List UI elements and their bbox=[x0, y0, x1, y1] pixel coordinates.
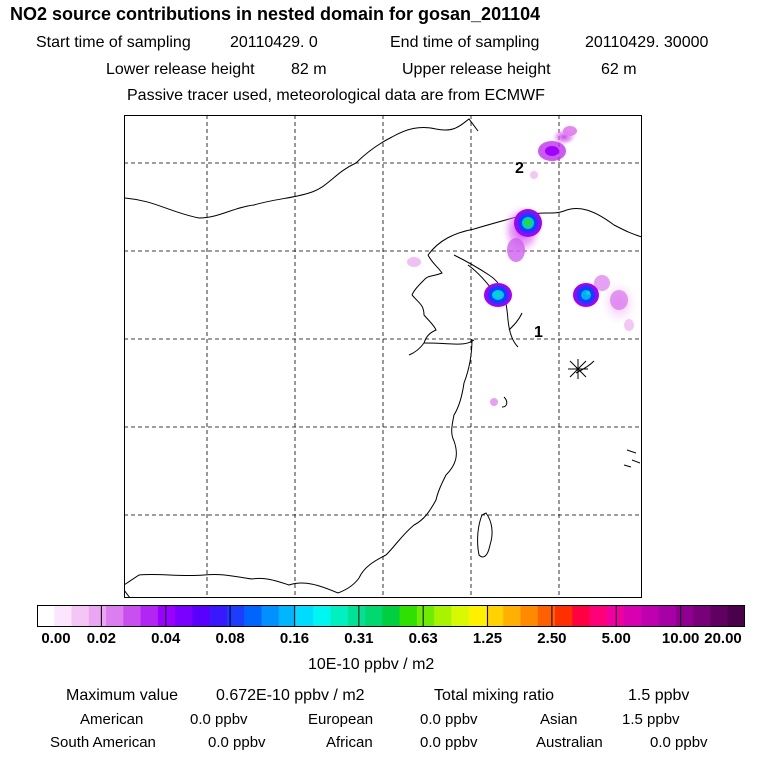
region-value-australian: 0.0 ppbv bbox=[650, 734, 708, 751]
region-label-1: 1 bbox=[534, 324, 543, 341]
color-scale-cell bbox=[451, 605, 470, 627]
color-scale-tick-label: 0.08 bbox=[215, 630, 245, 647]
color-scale-cell bbox=[37, 605, 55, 627]
color-scale-unit: 10E-10 ppbv / m2 bbox=[308, 656, 435, 673]
color-scale-tick-label: 20.00 bbox=[704, 630, 742, 647]
color-scale-cell bbox=[641, 605, 660, 627]
end-time-label: End time of sampling bbox=[390, 34, 540, 51]
color-scale-cell bbox=[347, 605, 366, 627]
lower-height-label: Lower release height bbox=[106, 61, 255, 78]
color-scale-cell bbox=[399, 605, 418, 627]
color-scale-cell bbox=[157, 605, 176, 627]
color-scale-cell bbox=[727, 605, 745, 627]
total-mixing-label: Total mixing ratio bbox=[434, 687, 555, 704]
color-scale-cell bbox=[140, 605, 159, 627]
color-scale-tick-label: 5.00 bbox=[601, 630, 631, 647]
color-scale-cell bbox=[365, 605, 383, 627]
color-scale-cell bbox=[88, 605, 107, 627]
color-scale-cell bbox=[693, 605, 712, 627]
color-scale-cell bbox=[572, 605, 591, 627]
color-scale-cell bbox=[54, 605, 73, 627]
color-scale-cell bbox=[278, 605, 297, 627]
color-scale-cell bbox=[313, 605, 332, 627]
color-scale-cell bbox=[468, 605, 487, 627]
color-scale-tick-label: 0.02 bbox=[86, 630, 116, 647]
color-scale-cell bbox=[624, 605, 642, 627]
color-scale-cell bbox=[244, 605, 263, 627]
color-scale-cell bbox=[555, 605, 573, 627]
region-name-european: European bbox=[308, 711, 374, 728]
tracer-note: Passive tracer used, meteorological data… bbox=[127, 87, 545, 104]
lat-lon-grid bbox=[124, 115, 642, 598]
max-value-label: Maximum value bbox=[66, 687, 179, 704]
color-scale-tick-label: 0.00 bbox=[41, 630, 71, 647]
color-scale-cell bbox=[296, 605, 314, 627]
concentration-field bbox=[407, 126, 637, 406]
color-scale-tick-label: 0.31 bbox=[344, 630, 374, 647]
region-name-african: African bbox=[326, 734, 373, 751]
upper-height-label: Upper release height bbox=[402, 61, 551, 78]
color-scale-cell bbox=[382, 605, 401, 627]
color-scale-cell bbox=[520, 605, 539, 627]
map-panel: 1 2 bbox=[124, 115, 642, 598]
region-label-2: 2 bbox=[515, 160, 524, 177]
color-scale-cell bbox=[192, 605, 211, 627]
color-scale-cell bbox=[209, 605, 228, 627]
color-scale-tick-label: 0.04 bbox=[151, 630, 181, 647]
color-scale-cell bbox=[175, 605, 194, 627]
region-value-african: 0.0 ppbv bbox=[420, 734, 478, 751]
color-scale-tick-label: 10.00 bbox=[661, 630, 700, 647]
color-scale-tick-label: 0.16 bbox=[279, 630, 310, 647]
max-value: 0.672E-10 ppbv / m2 bbox=[216, 687, 365, 704]
start-time-label: Start time of sampling bbox=[36, 34, 191, 51]
region-value-american: 0.0 ppbv bbox=[190, 711, 248, 728]
region-name-australian: Australian bbox=[536, 734, 603, 751]
upper-height-value: 62 m bbox=[601, 61, 637, 78]
color-scale-cell bbox=[416, 605, 435, 627]
color-scale-cell bbox=[658, 605, 677, 627]
color-scale-cell bbox=[330, 605, 349, 627]
end-time-value: 20110429. 30000 bbox=[585, 34, 709, 51]
receptor-asterisk-icon bbox=[568, 359, 588, 379]
color-scale-cell bbox=[710, 605, 729, 627]
color-scale-cell bbox=[71, 605, 90, 627]
color-scale-cell bbox=[261, 605, 280, 627]
coastlines bbox=[124, 118, 642, 598]
region-name-asian: Asian bbox=[540, 711, 578, 728]
region-value-asian: 1.5 ppbv bbox=[622, 711, 680, 728]
color-scale-cell bbox=[675, 605, 694, 627]
color-scale-cell bbox=[434, 605, 453, 627]
color-scale-cell bbox=[589, 605, 608, 627]
color-scale-cell bbox=[226, 605, 245, 627]
color-scale-cell bbox=[106, 605, 124, 627]
color-scale-bar bbox=[37, 605, 745, 627]
color-scale-tick-label: 0.63 bbox=[408, 630, 438, 647]
region-name-american: American bbox=[80, 711, 144, 728]
lower-height-value: 82 m bbox=[291, 61, 327, 78]
start-time-value: 20110429. 0 bbox=[230, 34, 318, 51]
color-scale-cell bbox=[503, 605, 522, 627]
region-name-south-american: South American bbox=[50, 734, 156, 751]
region-value-south-american: 0.0 ppbv bbox=[208, 734, 266, 751]
color-scale-tick-label: 2.50 bbox=[537, 630, 567, 647]
color-scale-cell bbox=[485, 605, 504, 627]
color-scale-cell bbox=[123, 605, 142, 627]
color-scale-tick-label: 1.25 bbox=[472, 630, 503, 647]
region-value-european: 0.0 ppbv bbox=[420, 711, 478, 728]
total-mixing-value: 1.5 ppbv bbox=[628, 687, 690, 704]
map-title: NO2 source contributions in nested domai… bbox=[10, 4, 541, 24]
color-scale-cell bbox=[537, 605, 556, 627]
